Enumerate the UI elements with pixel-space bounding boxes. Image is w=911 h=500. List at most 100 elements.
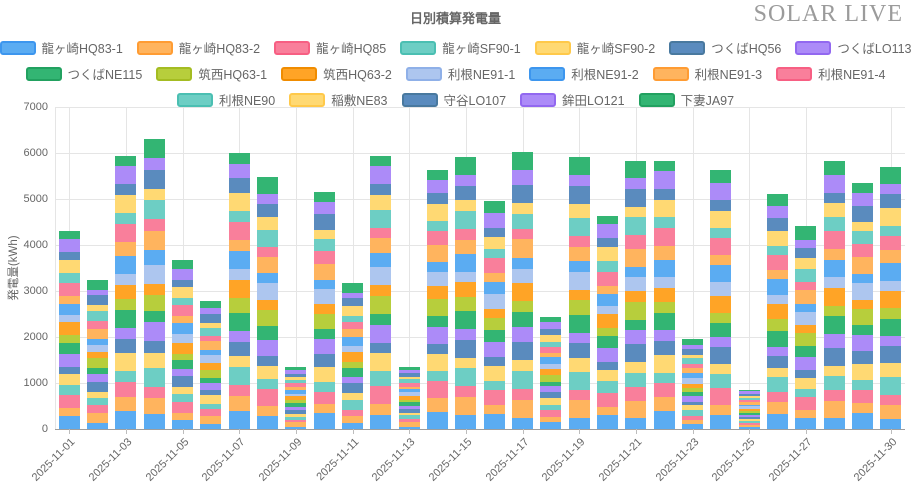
bar-segment[interactable]: [512, 239, 533, 258]
bar-segment[interactable]: [58, 374, 80, 385]
bar-segment[interactable]: [143, 284, 165, 296]
bar-segment[interactable]: [767, 367, 788, 378]
bar-segment[interactable]: [370, 285, 392, 296]
bar-segment[interactable]: [568, 236, 590, 247]
bar-segment[interactable]: [653, 245, 675, 260]
bar-segment[interactable]: [795, 226, 817, 240]
bar-segment[interactable]: [512, 170, 533, 185]
bar-segment[interactable]: [87, 368, 108, 375]
bar-segment[interactable]: [143, 387, 165, 399]
bar-segment[interactable]: [313, 354, 335, 367]
bar-segment[interactable]: [880, 166, 902, 185]
bar-segment[interactable]: [852, 351, 873, 365]
bar-segment[interactable]: [370, 324, 392, 343]
bar-segment[interactable]: [540, 321, 562, 330]
bar-segment[interactable]: [597, 305, 618, 315]
bar-segment[interactable]: [483, 227, 505, 237]
bar[interactable]: [767, 193, 788, 429]
bar-segment[interactable]: [427, 193, 448, 204]
bar-segment[interactable]: [738, 400, 760, 402]
bar-segment[interactable]: [625, 330, 647, 345]
bar-segment[interactable]: [540, 329, 562, 335]
bar-segment[interactable]: [483, 281, 505, 294]
bar-segment[interactable]: [653, 287, 675, 302]
bar-segment[interactable]: [512, 184, 533, 204]
bar-segment[interactable]: [710, 323, 732, 337]
bar-segment[interactable]: [427, 231, 448, 245]
legend-item[interactable]: 筑西HQ63-2: [281, 64, 392, 83]
bar-segment[interactable]: [398, 422, 420, 427]
bar-segment[interactable]: [87, 328, 108, 339]
bar-segment[interactable]: [370, 353, 392, 372]
bar-segment[interactable]: [738, 393, 760, 397]
bar-segment[interactable]: [823, 174, 845, 193]
bar-segment[interactable]: [143, 295, 165, 311]
bar-segment[interactable]: [228, 410, 250, 429]
bar-segment[interactable]: [795, 357, 817, 371]
bar-segment[interactable]: [483, 404, 505, 414]
bar-segment[interactable]: [172, 298, 193, 305]
bar-segment[interactable]: [823, 259, 845, 278]
bar-segment[interactable]: [200, 336, 222, 342]
bar-segment[interactable]: [512, 268, 533, 284]
bar[interactable]: [58, 231, 80, 429]
bar-segment[interactable]: [115, 213, 137, 224]
bar-segment[interactable]: [58, 343, 80, 354]
bar-segment[interactable]: [455, 228, 477, 240]
bar-segment[interactable]: [257, 193, 278, 204]
bar-segment[interactable]: [58, 239, 80, 253]
bar-segment[interactable]: [795, 397, 817, 411]
legend-item[interactable]: 守谷LO107: [401, 90, 506, 109]
bar-segment[interactable]: [880, 194, 902, 209]
bar-segment[interactable]: [738, 389, 760, 392]
bar-segment[interactable]: [427, 179, 448, 194]
bar-segment[interactable]: [257, 283, 278, 300]
bar-segment[interactable]: [823, 192, 845, 204]
bar-segment[interactable]: [880, 346, 902, 364]
bar-segment[interactable]: [115, 166, 137, 185]
bar-segment[interactable]: [767, 193, 788, 207]
bar-segment[interactable]: [625, 344, 647, 362]
bar[interactable]: [172, 260, 193, 429]
bar-segment[interactable]: [852, 221, 873, 232]
bar[interactable]: [852, 182, 873, 429]
bar-segment[interactable]: [823, 390, 845, 401]
bar-segment[interactable]: [852, 192, 873, 206]
bar-segment[interactable]: [880, 184, 902, 195]
bar-segment[interactable]: [87, 423, 108, 429]
bar[interactable]: [710, 169, 732, 429]
bar-segment[interactable]: [568, 389, 590, 401]
bar-segment[interactable]: [313, 329, 335, 339]
bar-segment[interactable]: [625, 249, 647, 267]
bar-segment[interactable]: [512, 312, 533, 327]
bar-segment[interactable]: [597, 294, 618, 306]
bar-segment[interactable]: [682, 395, 703, 402]
bar-segment[interactable]: [342, 321, 363, 330]
bar-segment[interactable]: [767, 392, 788, 402]
bar-segment[interactable]: [795, 247, 817, 259]
bar-segment[interactable]: [880, 208, 902, 226]
bar-segment[interactable]: [710, 336, 732, 348]
bar-segment[interactable]: [653, 217, 675, 228]
bar-segment[interactable]: [342, 423, 363, 429]
bar-segment[interactable]: [880, 335, 902, 347]
bar-segment[interactable]: [200, 383, 222, 391]
bar-segment[interactable]: [228, 269, 250, 281]
bar-segment[interactable]: [852, 283, 873, 300]
bar-segment[interactable]: [455, 239, 477, 254]
bar-segment[interactable]: [143, 230, 165, 250]
bar-segment[interactable]: [653, 171, 675, 190]
bar-segment[interactable]: [880, 418, 902, 429]
bar-segment[interactable]: [172, 353, 193, 361]
bar-segment[interactable]: [228, 280, 250, 299]
bar[interactable]: [880, 166, 902, 429]
bar-segment[interactable]: [597, 361, 618, 371]
bar-segment[interactable]: [483, 257, 505, 273]
bar-segment[interactable]: [738, 408, 760, 411]
bar-segment[interactable]: [427, 370, 448, 382]
legend-item[interactable]: 利根NE91-2: [529, 64, 639, 83]
bar-segment[interactable]: [87, 305, 108, 312]
bar-segment[interactable]: [568, 218, 590, 236]
bar-segment[interactable]: [143, 158, 165, 170]
bar-segment[interactable]: [172, 342, 193, 354]
